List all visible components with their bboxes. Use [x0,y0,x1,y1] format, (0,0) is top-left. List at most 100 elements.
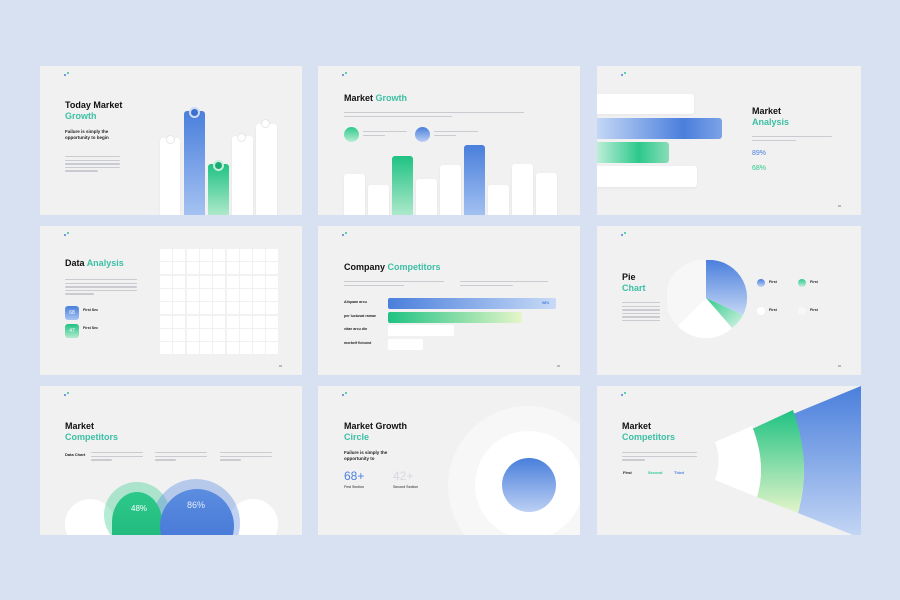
grid-cell-blue [253,275,266,288]
fan-segment-third [793,386,861,535]
grid-cell [253,262,266,275]
grid-cell [266,288,279,301]
pie-slice-green [706,298,743,328]
grid-cell [186,342,199,355]
grid-cell-green [199,302,212,315]
grid-cell [226,275,239,288]
grid-cell [266,249,279,261]
bar [392,156,413,215]
logo-icon [621,72,627,77]
bar [440,165,461,215]
grid-cell [160,262,172,275]
slide-title: Market Growth Circle [344,421,408,442]
slide-today-market-growth[interactable]: Today Market Growth Failure is simply the… [40,66,302,215]
stat-circle-green [344,127,359,142]
slide-market-competitors-circles[interactable]: Market Competitors Data Chart 48% 86% [40,386,302,535]
slide-market-analysis[interactable]: Market Analysis 89% 68% [597,66,861,215]
grid-cell [253,288,266,301]
bar [416,179,437,215]
grid-cell [213,262,226,275]
grid-cell [173,302,186,315]
grid-cell [226,315,239,328]
bar [597,94,694,114]
grid-cell-blue [239,315,252,328]
legend-label: First Sec [83,326,99,330]
legend-swatch [798,307,806,315]
grid-cell-green [160,315,172,328]
grid-cell [186,302,199,315]
legend-label: First [810,308,818,312]
grid-cell [199,342,212,355]
logo-icon [342,72,348,77]
grid-cell [213,275,226,288]
slide-pie-chart[interactable]: Pie Chart First First First First [597,226,861,375]
slide-title: Market Analysis [752,106,790,127]
competitor-bar-blue [388,298,556,309]
grid-cell [253,328,266,341]
logo-icon [621,232,627,237]
fan-segment-second [752,410,804,513]
circle-white [228,499,278,535]
grid-cell [226,328,239,341]
grid-cell [239,302,252,315]
grid-cell [160,288,172,301]
grid-cell-blue [160,302,172,315]
pie-slice-light [667,260,706,326]
grid-cell-blue [253,249,266,261]
slide-title: Market Competitors [622,421,676,442]
slide-subtitle: Failure is simply the opportunity to beg… [65,129,109,140]
legend-label: First [810,280,818,284]
legend-swatch [757,307,765,315]
grid-cell-green [186,262,199,275]
stat-value: 68% [752,165,767,172]
slide-market-growth[interactable]: Market Growth [318,66,580,215]
grid-cell [213,315,226,328]
data-chart-label: Data Chart [65,452,86,457]
grid-cell [239,328,252,341]
body-text [155,452,207,463]
slide-title: Pie Chart [622,272,646,293]
slide-market-competitors-fan[interactable]: Market Competitors First Second Third [597,386,861,535]
grid-cell [213,249,226,261]
body-text [460,281,548,288]
slide-data-analysis[interactable]: Data Analysis 68 First Sec 47 First Sec [40,226,302,375]
logo-icon [621,392,627,397]
logo-icon [64,72,70,77]
grid-cell [160,342,172,355]
competitor-bar-white [388,338,424,350]
bar [464,145,485,215]
body-text [65,279,137,297]
grid-cell [213,342,226,355]
legend-badge: 68 [65,306,79,320]
legend-label: First [769,280,777,284]
grid-cell [226,249,239,261]
grid-cell [266,328,279,341]
slide-title: Market Growth [344,93,408,103]
grid-cell [160,249,172,261]
bar-icon [261,119,270,128]
grid-cell [199,249,212,261]
competitor-label: Aliquam arcu [344,300,367,304]
body-text [622,452,697,463]
grid-cell [239,249,252,261]
slide-title: Market Competitors [65,421,119,442]
grid-cell [266,262,279,275]
grid-cell-blue [226,302,239,315]
logo-icon [64,392,70,397]
grid-cell [226,288,239,301]
grid-cell-blue [173,262,186,275]
bar [597,118,722,139]
slide-company-competitors[interactable]: Company Competitors Aliquam arcu 98% per l… [318,226,580,375]
tier-label: First [623,470,632,475]
grid-cell [226,262,239,275]
pie-slice-white [678,298,732,339]
tier-label: Third [674,470,684,475]
tier-label: Second [648,470,663,475]
body-text [344,281,444,288]
slide-market-growth-circle[interactable]: Market Growth Circle Failure is simply th… [318,386,580,535]
slide-title: Company Competitors [344,262,441,272]
grid-cell [173,249,186,261]
stat-value: 89% [752,150,767,157]
bar [536,173,557,215]
stat-text [363,131,407,138]
